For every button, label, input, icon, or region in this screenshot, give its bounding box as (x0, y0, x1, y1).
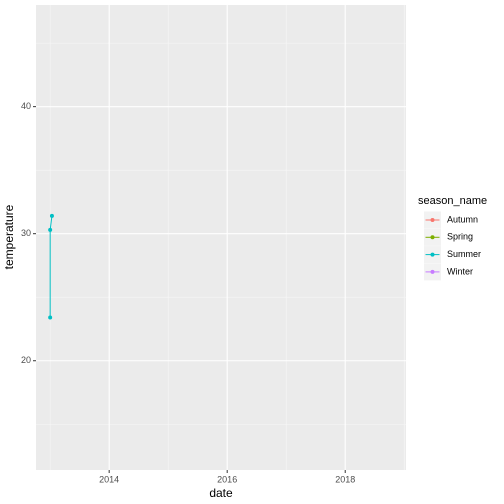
legend-label: Winter (447, 266, 473, 276)
y-tick-label: 30 (21, 228, 31, 238)
y-axis-title: temperature (2, 204, 16, 269)
y-tick-label: 40 (21, 101, 31, 111)
legend-point (430, 269, 435, 274)
legend-title: season_name (418, 195, 487, 207)
x-tick-label: 2018 (335, 474, 355, 484)
x-tick-label: 2014 (99, 474, 119, 484)
x-axis-title: date (209, 486, 233, 500)
legend-point (430, 235, 435, 240)
point (48, 227, 53, 232)
x-tick-label: 2016 (217, 474, 237, 484)
legend-point (430, 252, 435, 257)
legend-label: Spring (447, 232, 473, 242)
point (48, 315, 53, 320)
legend-point (430, 218, 435, 222)
point (49, 213, 54, 218)
legend-label: Summer (447, 249, 481, 259)
legend-label: Autumn (447, 214, 478, 224)
y-tick-label: 20 (21, 355, 31, 365)
panel (36, 5, 406, 470)
